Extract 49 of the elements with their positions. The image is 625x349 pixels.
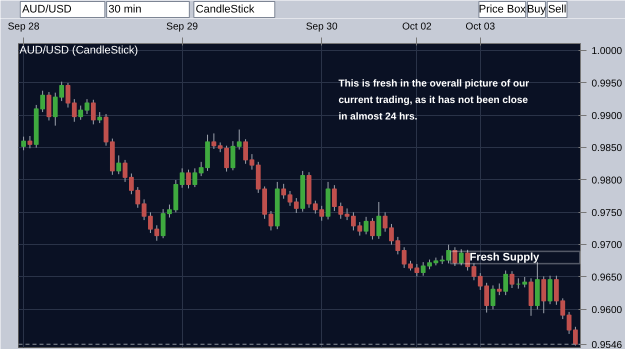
candlestick — [21, 136, 26, 151]
candlestick — [154, 224, 160, 242]
text: Price Box — [478, 4, 526, 16]
candlestick — [452, 246, 458, 266]
y-tick-label: 0.9800 — [592, 175, 623, 186]
candlestick — [116, 154, 122, 175]
text: Sell — [548, 4, 566, 16]
candlestick — [28, 135, 32, 149]
candlestick — [522, 276, 528, 288]
x-tick-label: Oct 02 — [402, 22, 432, 32]
candlestick — [192, 168, 198, 188]
candlestick — [97, 112, 102, 124]
candlestick — [186, 169, 191, 189]
annotation: Fresh Supply — [470, 252, 540, 264]
candlestick — [548, 275, 552, 305]
x-tick-label: Oct 03 — [466, 22, 496, 32]
annotation: This is fresh in the overall picture of our current trading, as it has not been close in almost 24 hrs. — [338, 78, 530, 122]
x-tick-label: Sep 30 — [306, 22, 338, 32]
candlestick — [90, 99, 96, 125]
text: 30 min — [108, 4, 142, 16]
chart-title: AUD/USD (CandleStick) — [20, 44, 138, 56]
candlestick — [510, 270, 514, 288]
candlestick — [528, 278, 534, 316]
text: AUD/USD — [22, 4, 72, 16]
candlestick — [370, 218, 375, 240]
candlestick — [458, 248, 464, 266]
candlestick — [376, 201, 382, 240]
candlestick — [230, 140, 236, 171]
candlestick — [46, 92, 52, 121]
candlestick — [364, 216, 369, 235]
candlestick — [503, 270, 508, 296]
ref-line-label: 0.9546 — [592, 340, 623, 349]
text: Buy — [526, 4, 546, 16]
y-tick-label: 1.0000 — [592, 46, 623, 58]
candlestick — [319, 205, 324, 222]
candlestick — [236, 129, 242, 150]
candlestick — [211, 132, 216, 150]
candlestick — [541, 276, 546, 314]
x-tick-label: Sep 29 — [166, 22, 198, 32]
y-tick-label: 0.9950 — [592, 78, 623, 90]
y-tick-label: 0.9650 — [592, 272, 623, 284]
y-tick-label: 0.9600 — [592, 304, 623, 316]
y-tick-label: 0.9850 — [592, 143, 623, 154]
candlestick — [490, 284, 496, 310]
y-tick-label: 0.9900 — [592, 110, 623, 122]
y-tick-label: 0.9750 — [592, 208, 623, 219]
y-tick-label: 0.9700 — [592, 240, 623, 252]
x-tick-label: Sep 28 — [8, 22, 40, 32]
text: CandleStick — [196, 4, 255, 16]
